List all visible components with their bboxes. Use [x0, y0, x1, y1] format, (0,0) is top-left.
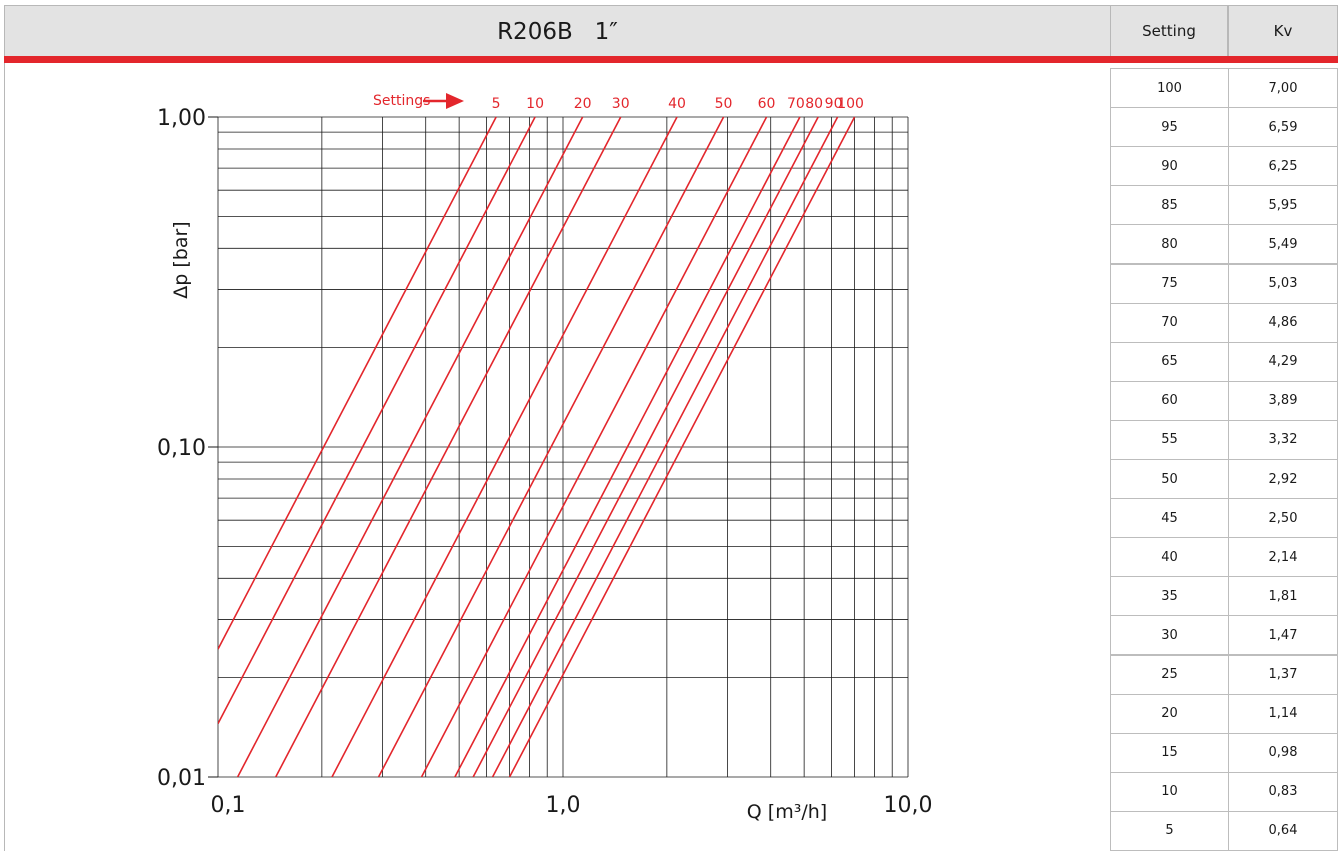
table-cell-setting: 35: [1110, 576, 1229, 617]
series-label: 30: [612, 96, 630, 112]
y-tick-label: 0,10: [157, 436, 206, 461]
table-cell-setting: 30: [1110, 615, 1229, 656]
series-label: 5: [492, 96, 501, 112]
accent-bar: [4, 56, 1338, 63]
table-cell-setting: 5: [1110, 810, 1229, 851]
table-cell-kv: 1,81: [1228, 576, 1338, 617]
y-tick-label: 1,00: [157, 106, 206, 131]
table-cell-kv: 6,25: [1228, 146, 1338, 187]
table-cell-kv: 0,64: [1228, 810, 1338, 851]
series-line: [236, 116, 584, 777]
table-cell-setting: 90: [1110, 146, 1229, 187]
x-tick-label: 10,0: [884, 793, 933, 818]
table-cell-kv: 1,47: [1228, 615, 1338, 656]
table-cell-setting: 75: [1110, 263, 1229, 304]
table-cell-setting: 60: [1110, 380, 1229, 421]
table-cell-setting: 100: [1110, 68, 1229, 109]
series-line: [472, 116, 819, 777]
table-cell-setting: 50: [1110, 459, 1229, 500]
series-line: [331, 116, 678, 777]
series-label: 80: [805, 96, 823, 112]
settings-arrow-head: [446, 93, 464, 109]
series-line: [218, 116, 536, 724]
table-cell-setting: 15: [1110, 732, 1229, 773]
table-cell-kv: 1,37: [1228, 654, 1338, 695]
table-cell-kv: 7,00: [1228, 68, 1338, 109]
table-cell-setting: 85: [1110, 185, 1229, 226]
series-line: [275, 116, 622, 777]
table-cell-kv: 0,83: [1228, 771, 1338, 812]
series-line: [420, 116, 768, 777]
chart-title-bar: R206B 1″: [4, 5, 1110, 57]
series-label: 50: [715, 96, 733, 112]
table-cell-kv: 3,89: [1228, 380, 1338, 421]
table-cell-setting: 70: [1110, 302, 1229, 343]
table-cell-kv: 2,92: [1228, 459, 1338, 500]
series-line: [377, 116, 725, 777]
y-axis-label: Δp [bar]: [170, 221, 192, 298]
chart-title: R206B 1″: [497, 18, 618, 45]
series-line: [508, 116, 856, 777]
table-cell-kv: 4,29: [1228, 341, 1338, 382]
table-cell-setting: 10: [1110, 771, 1229, 812]
series-label: 20: [574, 96, 592, 112]
table-cell-kv: 5,95: [1228, 185, 1338, 226]
curves: [218, 116, 856, 777]
x-axis-label: Q [m³/h]: [747, 801, 827, 823]
series-label: 40: [668, 96, 686, 112]
series-line: [218, 116, 497, 650]
series-label: 70: [787, 96, 805, 112]
series-line: [454, 116, 801, 777]
table-cell-kv: 0,98: [1228, 732, 1338, 773]
table-cell-kv: 2,14: [1228, 537, 1338, 578]
series-label: 100: [837, 96, 864, 112]
series-line: [491, 116, 839, 777]
series-label: 90: [825, 96, 843, 112]
table-cell-setting: 65: [1110, 341, 1229, 382]
table-cell-setting: 55: [1110, 419, 1229, 460]
series-label: 60: [758, 96, 776, 112]
table-cell-setting: 80: [1110, 224, 1229, 265]
table-cell-setting: 40: [1110, 537, 1229, 578]
column-header-kv: Kv: [1228, 5, 1338, 56]
table-cell-kv: 5,03: [1228, 263, 1338, 304]
x-tick-label: 1,0: [546, 793, 581, 818]
column-header-setting: Setting: [1110, 5, 1228, 56]
settings-annotation: Settings: [373, 93, 430, 109]
table-cell-kv: 6,59: [1228, 107, 1338, 148]
table-cell-setting: 45: [1110, 498, 1229, 539]
grid-lines: [217, 116, 909, 778]
table-cell-kv: 4,86: [1228, 302, 1338, 343]
table-cell-kv: 2,50: [1228, 498, 1338, 539]
table-cell-setting: 25: [1110, 654, 1229, 695]
table-cell-kv: 3,32: [1228, 419, 1338, 460]
table-cell-kv: 1,14: [1228, 693, 1338, 734]
series-label: 10: [526, 96, 544, 112]
table-cell-setting: 20: [1110, 693, 1229, 734]
x-tick-label: 0,1: [211, 793, 246, 818]
y-tick-label: 0,01: [157, 766, 206, 791]
table-cell-kv: 5,49: [1228, 224, 1338, 265]
table-cell-setting: 95: [1110, 107, 1229, 148]
frame-left-border: [4, 63, 5, 851]
